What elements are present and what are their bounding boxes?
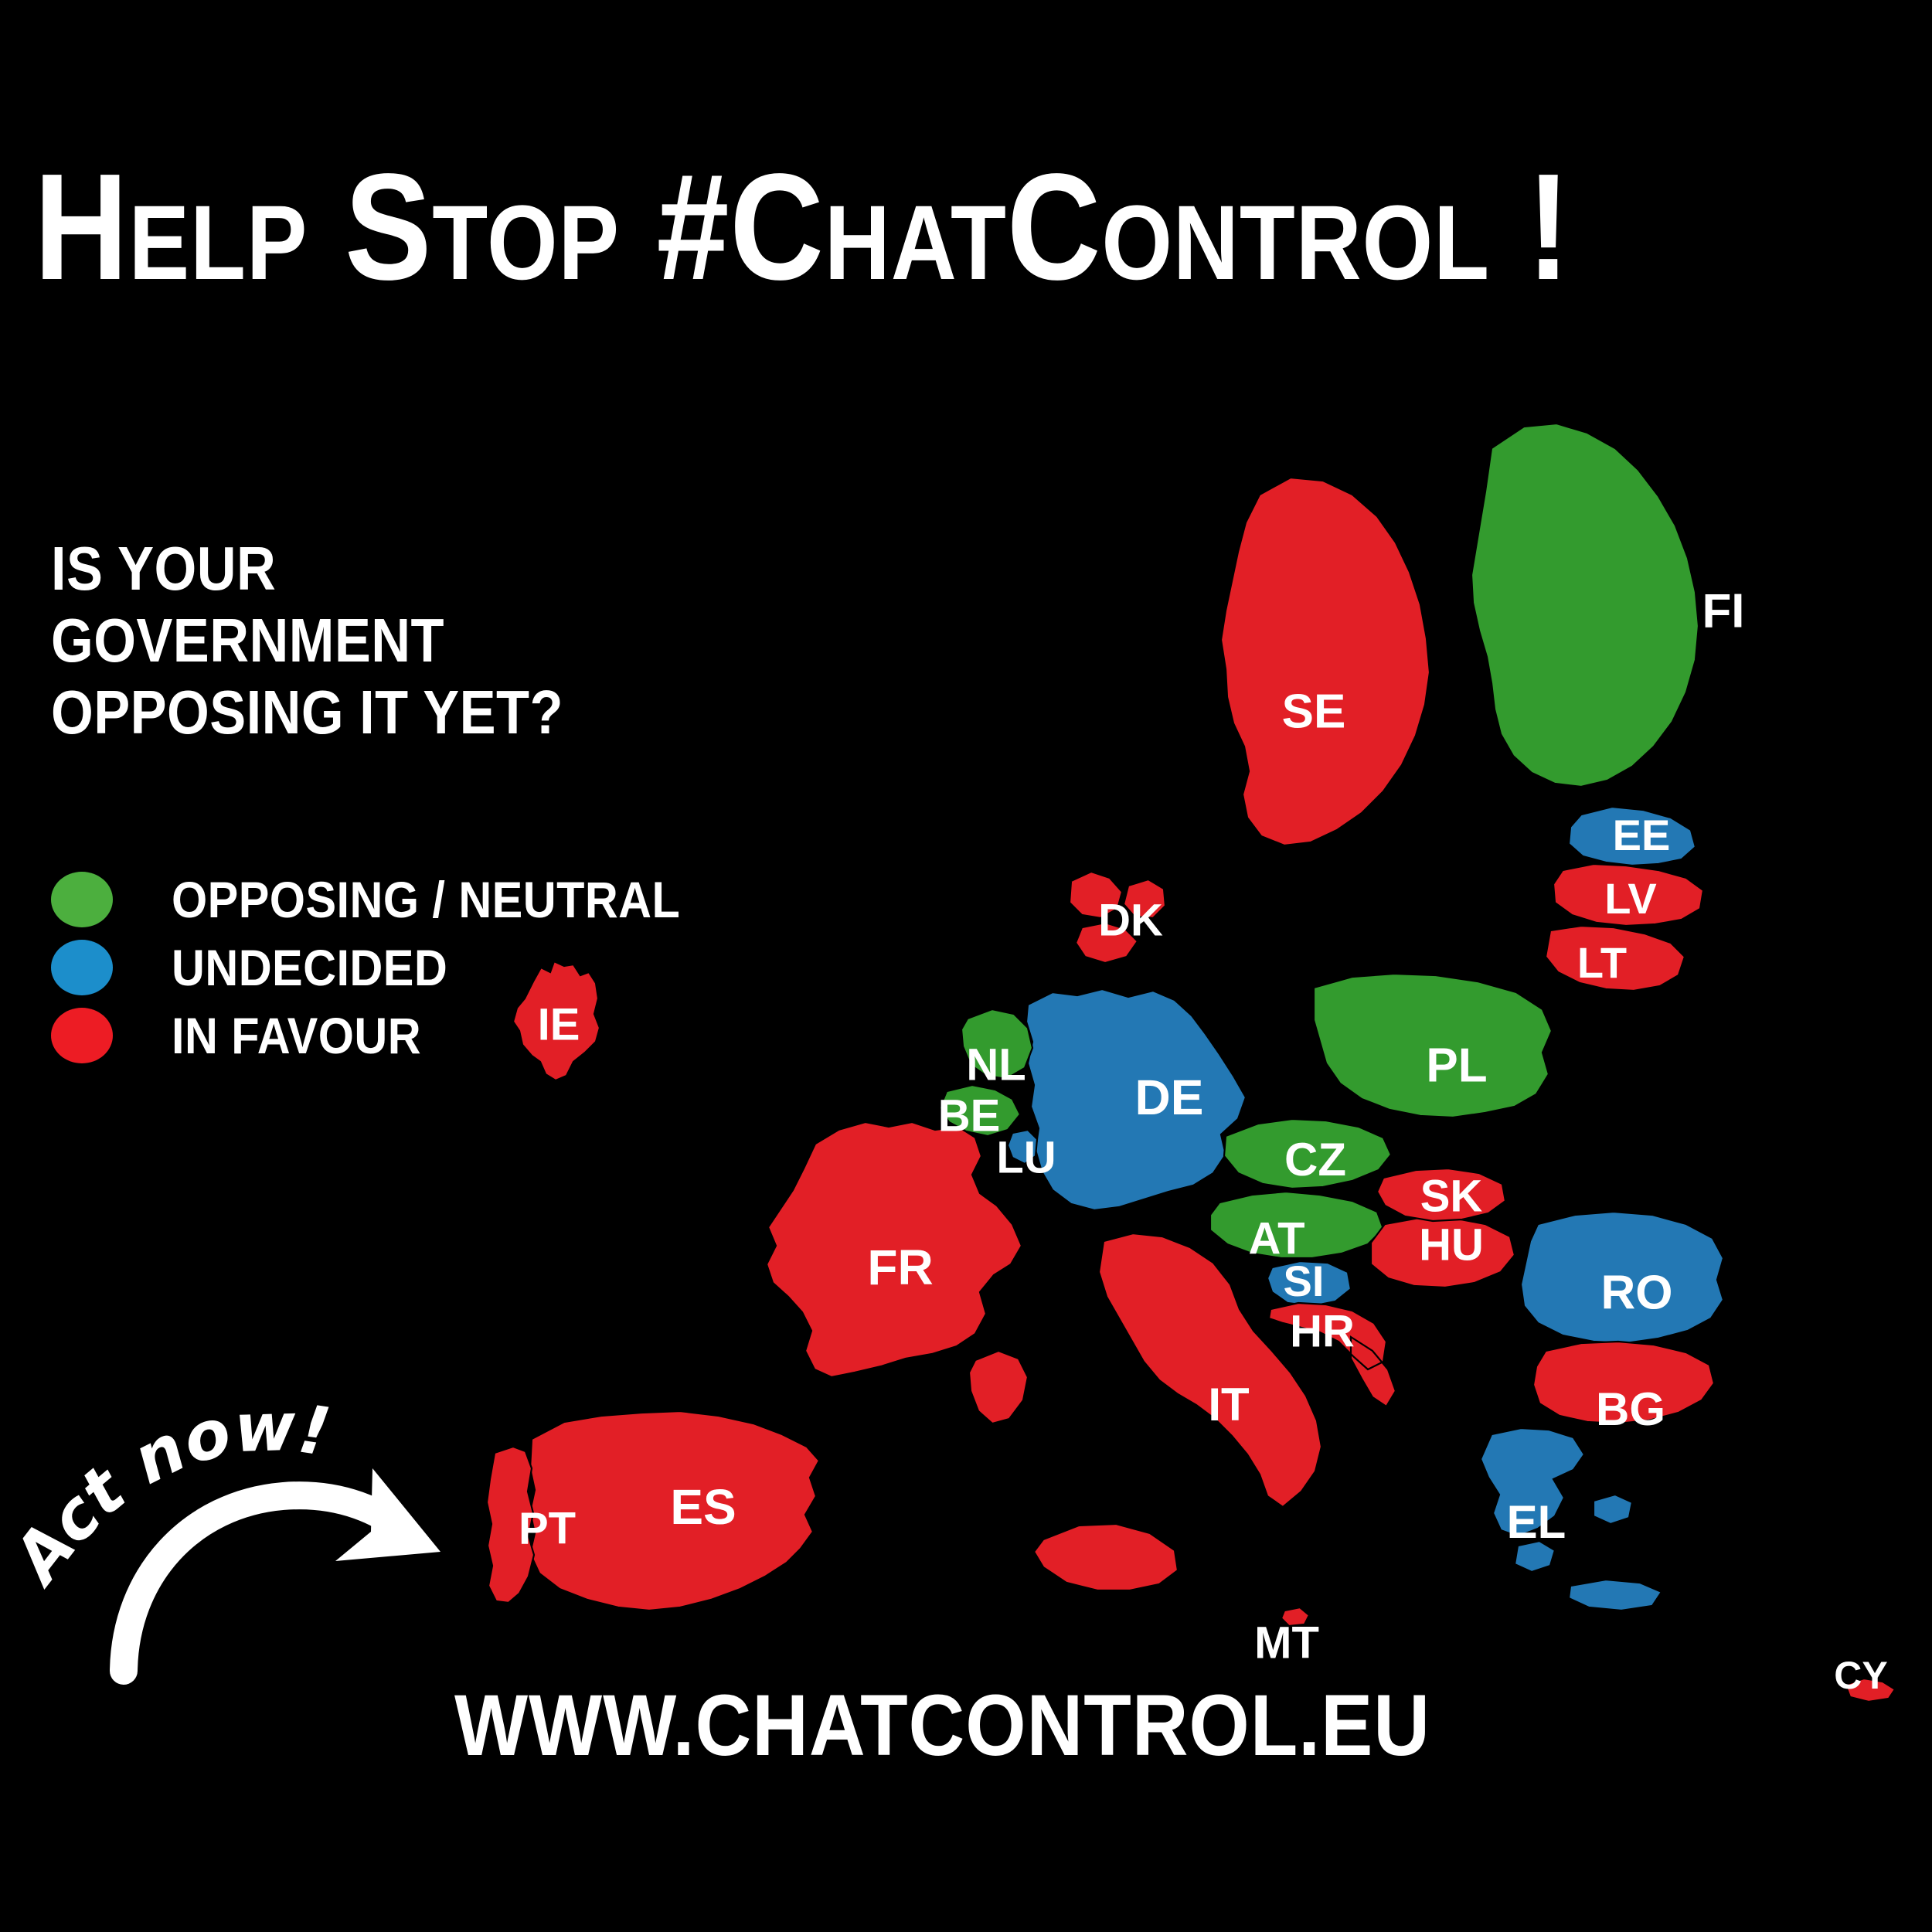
country-mt (1280, 1606, 1311, 1628)
country-label-dk: DK (1098, 895, 1163, 945)
country-be (938, 1083, 1022, 1138)
country-el (1479, 1427, 1663, 1612)
website-url[interactable]: WWW.CHATCONTROL.EU (454, 1677, 1430, 1774)
curved-arrow-icon (110, 1468, 440, 1685)
country-label-pl: PL (1426, 1039, 1487, 1092)
map-legend: OPPOSING / NEUTRAL UNDECIDED IN FAVOUR (51, 866, 736, 1070)
legend-label-favour: IN FAVOUR (172, 1007, 422, 1064)
subtitle-line-1: IS YOUR (51, 534, 277, 603)
country-label-be: BE (938, 1090, 1001, 1141)
country-label-sk: SK (1420, 1171, 1483, 1221)
country-label-mt: MT (1254, 1617, 1319, 1668)
country-label-ro: RO (1601, 1266, 1673, 1319)
country-hr (1267, 1301, 1397, 1408)
country-label-cy: CY (1834, 1654, 1887, 1697)
country-lv (1552, 862, 1705, 927)
legend-swatch-undecided (51, 940, 113, 995)
country-pt (485, 1445, 536, 1604)
legend-swatch-opposing (51, 872, 113, 927)
country-nl (960, 1008, 1034, 1080)
country-hu (1369, 1216, 1516, 1289)
subtitle-line-3: OPPOSING IT YET? (51, 677, 563, 747)
country-label-hu: HU (1419, 1219, 1484, 1270)
country-label-lt: LT (1577, 938, 1627, 987)
legend-item-favour: IN FAVOUR (51, 1002, 736, 1070)
legend-label-undecided: UNDECIDED (172, 939, 448, 996)
country-label-fi: FI (1702, 584, 1744, 638)
country-dk (1068, 870, 1167, 964)
country-ee (1567, 805, 1697, 867)
country-label-de: DE (1135, 1070, 1204, 1125)
country-label-ee: EE (1613, 811, 1671, 859)
country-lt (1544, 924, 1686, 992)
country-label-lu: LU (996, 1132, 1056, 1182)
country-de (1025, 988, 1247, 1212)
page-title: Help Stop #ChatControl ! (34, 142, 1571, 311)
country-label-nl: NL (966, 1039, 1026, 1090)
country-ro (1519, 1210, 1725, 1345)
country-cz (1223, 1117, 1393, 1190)
country-se (1219, 476, 1431, 847)
country-label-se: SE (1282, 685, 1346, 738)
country-label-es: ES (670, 1479, 736, 1535)
country-at (1209, 1190, 1385, 1260)
country-lu (1006, 1128, 1039, 1165)
country-fi (1470, 422, 1700, 788)
country-label-cz: CZ (1284, 1134, 1346, 1185)
country-es (529, 1410, 821, 1612)
country-label-lv: LV (1604, 874, 1656, 923)
country-label-si: SI (1284, 1257, 1325, 1305)
legend-label-opposing: OPPOSING / NEUTRAL (172, 871, 681, 928)
country-label-el: EL (1507, 1496, 1566, 1548)
country-label-bg: BG (1596, 1383, 1665, 1435)
country-label-it: IT (1208, 1379, 1249, 1430)
country-label-pt: PT (519, 1503, 576, 1553)
act-now-callout: Act now! (8, 1368, 487, 1692)
country-it (968, 1232, 1323, 1592)
subtitle-line-2: GOVERNMENT (51, 605, 444, 675)
country-fr (765, 1121, 1023, 1379)
country-labels: SEFIDKEELVLTIENLBELUDEPLCZATSKHUSIHRROBG… (519, 584, 1888, 1697)
country-label-fr: FR (867, 1240, 933, 1295)
legend-item-opposing: OPPOSING / NEUTRAL (51, 866, 736, 934)
country-cy (1844, 1677, 1896, 1703)
country-pl (1312, 972, 1553, 1119)
subtitle-question: IS YOUR GOVERNMENT OPPOSING IT YET? (51, 533, 563, 748)
country-label-hr: HR (1290, 1306, 1355, 1356)
country-bg (1532, 1340, 1716, 1425)
country-si (1266, 1260, 1352, 1308)
country-label-at: AT (1248, 1213, 1304, 1264)
legend-swatch-favour (51, 1008, 113, 1063)
legend-item-undecided: UNDECIDED (51, 934, 736, 1002)
country-sk (1376, 1167, 1507, 1223)
